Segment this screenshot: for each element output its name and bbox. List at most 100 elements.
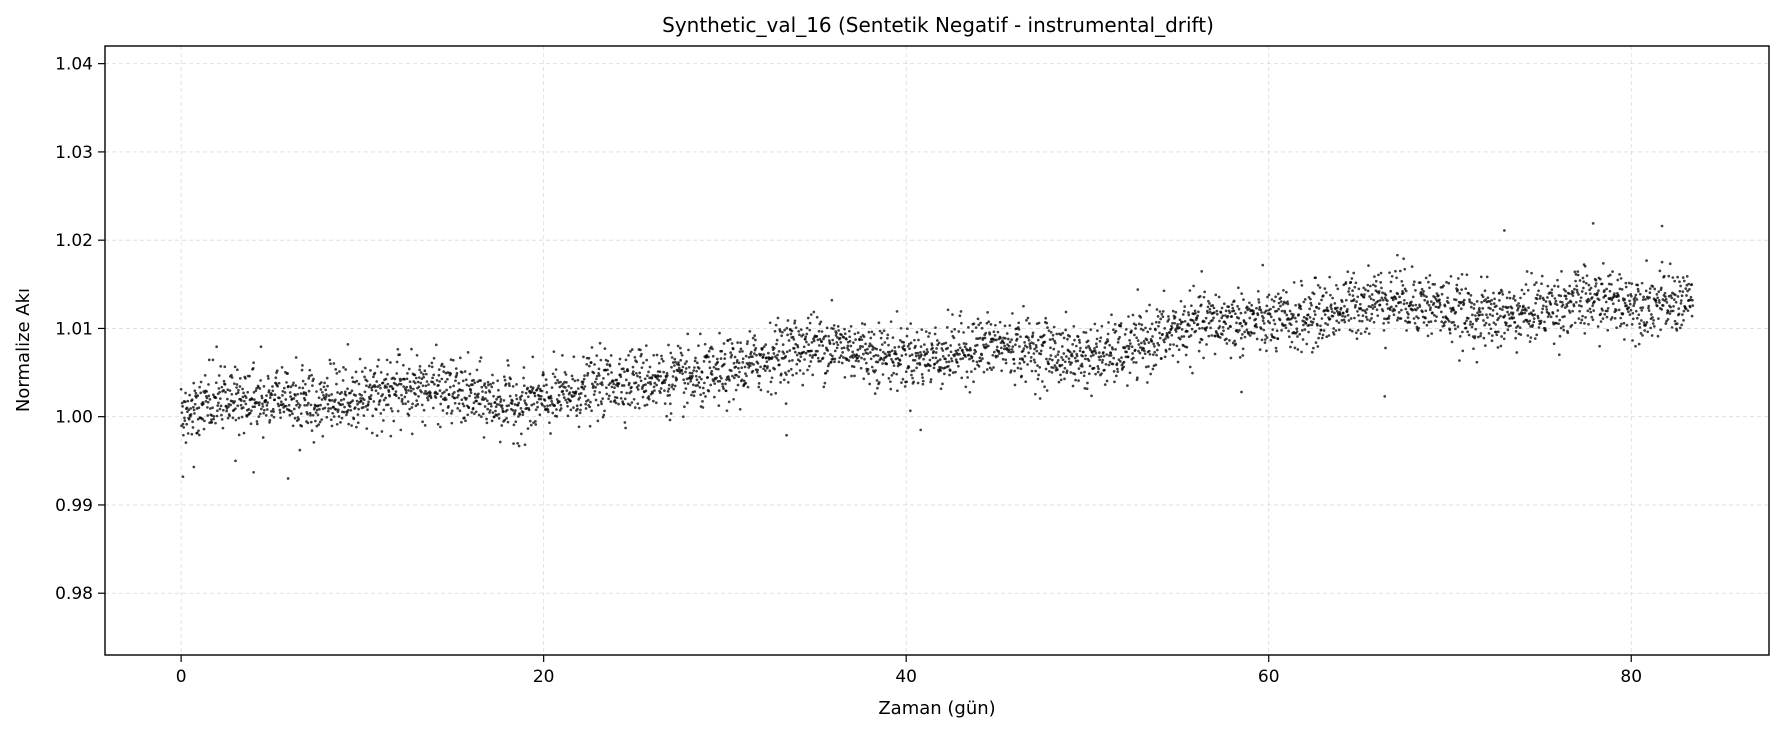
data-point xyxy=(1631,311,1635,315)
data-point xyxy=(1157,343,1161,347)
data-point xyxy=(1145,309,1148,313)
data-point xyxy=(605,392,609,396)
data-point xyxy=(456,396,459,399)
data-point xyxy=(572,355,576,359)
data-point xyxy=(355,425,358,429)
data-point xyxy=(1434,305,1438,309)
data-point xyxy=(1230,315,1234,318)
data-point xyxy=(874,353,878,357)
data-point xyxy=(934,351,938,354)
data-point xyxy=(691,374,694,378)
data-point xyxy=(1256,289,1260,293)
data-point xyxy=(321,434,325,438)
plot-area-frame xyxy=(104,45,1770,656)
data-point xyxy=(819,320,823,324)
data-point xyxy=(1156,315,1160,318)
data-point xyxy=(493,401,497,404)
data-point xyxy=(894,352,898,356)
data-point xyxy=(993,334,997,337)
data-point xyxy=(414,393,417,396)
data-point xyxy=(935,347,938,350)
data-point xyxy=(1535,281,1538,284)
data-point xyxy=(659,374,663,378)
data-point xyxy=(1127,347,1131,351)
data-point xyxy=(1611,302,1615,306)
data-point xyxy=(741,357,745,361)
data-point xyxy=(192,408,196,412)
data-point xyxy=(707,349,711,353)
data-point xyxy=(481,390,484,393)
data-point xyxy=(489,382,492,386)
data-point xyxy=(584,402,588,406)
data-point xyxy=(1661,304,1665,307)
data-point xyxy=(400,393,403,397)
data-point xyxy=(316,413,320,417)
data-point xyxy=(1259,308,1263,312)
data-point xyxy=(1001,357,1005,361)
data-point xyxy=(1533,337,1537,340)
data-point xyxy=(781,343,785,346)
data-point xyxy=(464,419,467,423)
data-point xyxy=(1171,321,1174,325)
data-point xyxy=(453,396,457,400)
data-point xyxy=(1395,276,1398,280)
data-point xyxy=(842,336,846,339)
data-point xyxy=(1442,284,1445,288)
data-point xyxy=(1650,334,1654,337)
data-point xyxy=(1671,309,1675,313)
data-point xyxy=(454,367,458,370)
data-point xyxy=(1581,286,1585,290)
data-point xyxy=(319,381,323,384)
data-point xyxy=(230,373,233,377)
data-point xyxy=(861,345,864,348)
data-point xyxy=(1394,297,1398,301)
data-point xyxy=(1472,303,1476,306)
data-point xyxy=(1142,339,1146,343)
data-point xyxy=(609,354,613,357)
data-point xyxy=(545,391,549,394)
data-point xyxy=(832,342,836,346)
data-point xyxy=(260,394,264,398)
data-point xyxy=(583,374,586,377)
data-point xyxy=(1577,304,1581,307)
data-point xyxy=(875,347,879,351)
data-point xyxy=(1584,316,1587,319)
data-point xyxy=(497,417,501,420)
data-point xyxy=(1279,300,1283,303)
data-point xyxy=(307,377,311,380)
data-point xyxy=(366,408,369,411)
data-point xyxy=(562,392,565,396)
data-point xyxy=(1036,377,1040,381)
data-point xyxy=(972,322,976,326)
data-point xyxy=(1521,311,1525,315)
data-point xyxy=(772,346,776,350)
data-point xyxy=(1538,297,1542,300)
data-point xyxy=(250,397,254,401)
data-point xyxy=(395,360,399,364)
data-point xyxy=(1556,309,1560,312)
data-point xyxy=(1397,311,1401,314)
data-point xyxy=(857,354,861,358)
data-point xyxy=(922,357,925,361)
data-point xyxy=(480,385,484,389)
data-point xyxy=(1023,354,1027,358)
data-point xyxy=(1283,311,1287,314)
data-point xyxy=(1416,306,1420,310)
data-point xyxy=(328,358,332,362)
data-point xyxy=(1100,372,1103,376)
data-point xyxy=(903,348,907,352)
data-point xyxy=(833,360,836,364)
data-point xyxy=(853,374,856,378)
data-point xyxy=(1094,342,1098,346)
data-point xyxy=(429,396,433,400)
data-point xyxy=(970,355,974,359)
data-point xyxy=(343,405,346,409)
data-point xyxy=(206,406,209,409)
data-point xyxy=(667,383,671,387)
data-point xyxy=(790,329,794,333)
data-point xyxy=(769,393,773,396)
data-point xyxy=(1355,337,1359,341)
data-point xyxy=(1114,329,1118,333)
data-point xyxy=(1395,318,1399,322)
data-point xyxy=(1440,320,1444,324)
